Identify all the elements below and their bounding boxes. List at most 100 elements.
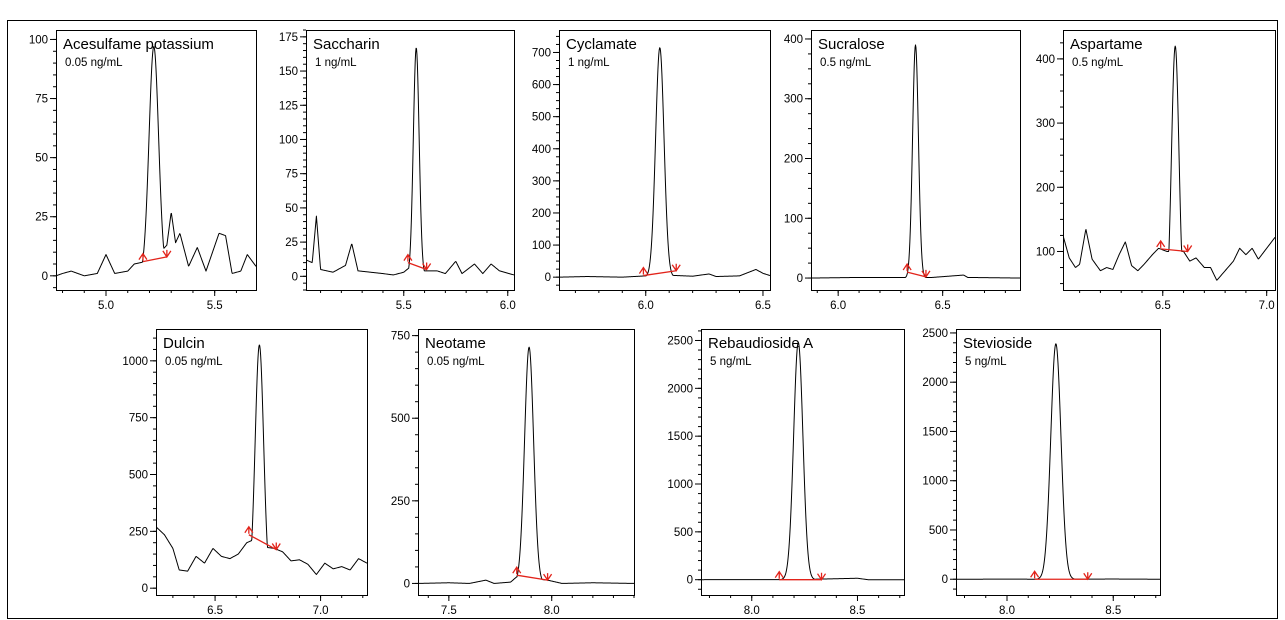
plot-frame <box>418 329 635 596</box>
y-tick-label: 0 <box>942 574 948 586</box>
compound-title: Stevioside <box>963 335 1032 352</box>
x-tick-label: 8.0 <box>744 605 760 617</box>
y-tick-label: 500 <box>391 413 410 425</box>
integration-start-marker <box>1156 239 1166 248</box>
compound-title: Sucralose <box>818 36 885 53</box>
x-tick-label: 5.5 <box>396 300 412 312</box>
x-tick-label: 8.0 <box>544 605 560 617</box>
integration-baseline <box>407 262 427 271</box>
integration-end-marker <box>162 249 172 259</box>
compound-title: Saccharin <box>313 36 380 53</box>
integration-baseline <box>248 534 277 551</box>
integration-start-marker <box>774 570 784 579</box>
chromatogram-trace <box>559 47 770 278</box>
y-tick-label: 700 <box>532 47 551 59</box>
y-tick-label: 100 <box>784 213 803 225</box>
y-tick-label: 2000 <box>667 383 693 395</box>
concentration-label: 5 ng/mL <box>965 356 1007 368</box>
y-tick-label: 150 <box>279 66 298 78</box>
concentration-label: 0.5 ng/mL <box>1072 57 1124 69</box>
integration-end-marker <box>1183 244 1193 253</box>
panel-stevioside: 0 500 1000 1500 2000 2500 8.0 8.5 Stevioside 5 ng… <box>922 328 1161 617</box>
integration-end-marker <box>1083 572 1093 581</box>
integration-end-marker <box>422 262 432 271</box>
y-tick-label: 100 <box>1036 246 1055 258</box>
compound-title: Neotame <box>425 335 486 352</box>
figure-border <box>7 20 1278 619</box>
y-tick-label: 500 <box>674 527 693 539</box>
x-tick-label: 6.5 <box>1155 300 1171 312</box>
y-tick-label: 750 <box>129 413 148 425</box>
x-tick-label: 6.5 <box>755 300 771 312</box>
y-tick-label: 25 <box>35 212 48 224</box>
panel-rebaudioside-a: 0 500 1000 1500 2000 2500 8.0 8.5 Rebaudioside A… <box>667 329 905 617</box>
plot-frame <box>559 30 771 291</box>
y-tick-label: 750 <box>391 331 410 343</box>
chromatogram-trace <box>701 341 904 581</box>
x-tick-label: 5.5 <box>207 300 223 312</box>
y-tick-label: 500 <box>129 470 148 482</box>
chromatogram-trace <box>811 44 1020 279</box>
x-tick-label: 8.0 <box>999 605 1015 617</box>
compound-title: Rebaudioside A <box>708 335 813 352</box>
panel-cyclamate: 0 100 200 300 400 500 600 700 6.0 6.5 Cyclamate 1 n… <box>532 30 771 312</box>
concentration-label: 5 ng/mL <box>710 356 752 368</box>
y-tick-label: 100 <box>29 34 48 46</box>
panel-aspartame: 100 200 300 400 6.5 7.0 Aspartame 0.5 ng/mL <box>1036 30 1276 312</box>
chromatogram-trace <box>306 47 514 276</box>
y-tick-label: 1000 <box>922 476 948 488</box>
integration-end-marker <box>921 269 931 279</box>
y-tick-label: 100 <box>279 134 298 146</box>
panel-dulcin: 0 250 500 750 1000 6.5 7.0 Dulcin 0.05 ng/mL <box>122 329 368 617</box>
concentration-label: 1 ng/mL <box>568 57 610 69</box>
concentration-label: 0.5 ng/mL <box>820 57 872 69</box>
x-tick-label: 6.0 <box>830 300 846 312</box>
y-tick-label: 200 <box>784 154 803 166</box>
y-tick-label: 2000 <box>922 377 948 389</box>
chromatogram-trace <box>156 344 367 575</box>
compound-title: Dulcin <box>163 335 205 352</box>
y-tick-label: 50 <box>285 203 298 215</box>
chromatogram-trace <box>956 343 1160 580</box>
panel-sucralose: 0 100 200 300 400 6.0 6.5 Sucralose 0.5 ng/mL <box>784 30 1021 312</box>
compound-title: Acesulfame potassium <box>63 36 214 53</box>
integration-baseline <box>516 574 548 581</box>
integration-start-marker <box>403 253 413 262</box>
x-tick-label: 7.5 <box>441 605 457 617</box>
y-tick-label: 0 <box>687 575 693 587</box>
plot-frame <box>1063 30 1276 291</box>
y-tick-label: 0 <box>142 583 148 595</box>
chromatogram-panels: 0 25 50 75 100 5.0 5.5 Acesulfame potassium 0.05… <box>29 29 1276 617</box>
y-tick-label: 600 <box>532 80 551 92</box>
y-tick-label: 400 <box>1036 54 1055 66</box>
plot-frame <box>156 329 368 596</box>
integration-start-marker <box>902 262 912 272</box>
plot-frame <box>306 30 515 291</box>
y-tick-label: 200 <box>532 208 551 220</box>
x-tick-label: 6.0 <box>500 300 516 312</box>
y-tick-label: 400 <box>532 144 551 156</box>
compound-title: Cyclamate <box>566 36 637 53</box>
plot-frame <box>811 30 1021 291</box>
y-tick-label: 125 <box>279 100 298 112</box>
concentration-label: 0.05 ng/mL <box>65 57 123 69</box>
y-tick-label: 200 <box>1036 182 1055 194</box>
y-tick-label: 2500 <box>667 335 693 347</box>
concentration-label: 1 ng/mL <box>315 57 357 69</box>
y-tick-label: 300 <box>784 94 803 106</box>
x-tick-label: 6.0 <box>638 300 654 312</box>
chromatogram-trace <box>418 346 634 584</box>
y-tick-label: 0 <box>404 578 410 590</box>
plot-frame <box>701 329 905 596</box>
x-tick-label: 8.5 <box>1105 605 1121 617</box>
x-tick-label: 5.0 <box>98 300 114 312</box>
y-tick-label: 300 <box>532 176 551 188</box>
x-tick-label: 7.0 <box>313 605 329 617</box>
y-tick-label: 75 <box>285 169 298 181</box>
integration-start-marker <box>138 252 148 261</box>
integration-start-marker <box>638 266 648 275</box>
y-tick-label: 250 <box>129 526 148 538</box>
y-tick-label: 400 <box>784 34 803 46</box>
y-tick-label: 300 <box>1036 118 1055 130</box>
